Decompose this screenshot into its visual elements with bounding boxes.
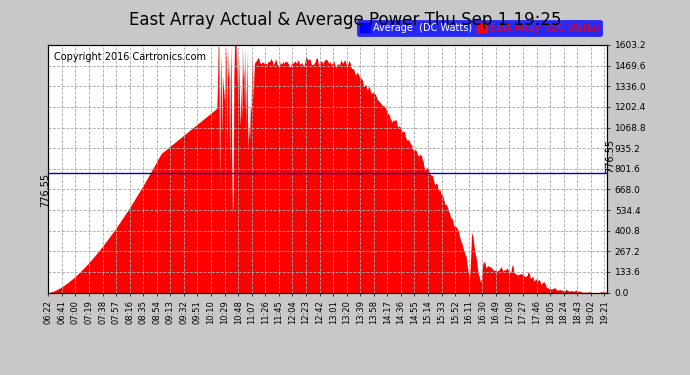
Text: 776.55: 776.55 [41,172,50,207]
Text: East Array Actual & Average Power Thu Sep 1 19:25: East Array Actual & Average Power Thu Se… [129,11,561,29]
Text: 776.55: 776.55 [605,138,615,172]
Legend: Average  (DC Watts), East Array  (DC Watts): Average (DC Watts), East Array (DC Watts… [357,20,602,36]
Text: Copyright 2016 Cartronics.com: Copyright 2016 Cartronics.com [54,53,206,62]
